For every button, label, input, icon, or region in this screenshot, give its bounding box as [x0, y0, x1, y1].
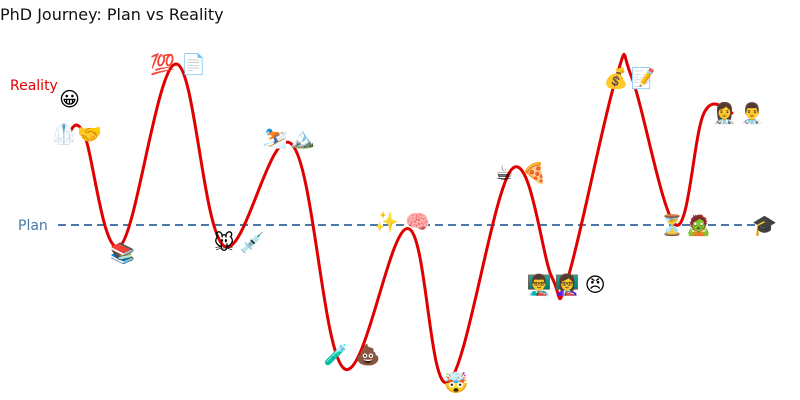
emoji-annotation-0: 😀: [59, 87, 80, 111]
emoji-annotation-14: 🤯: [444, 371, 469, 395]
emoji-annotation-12: ✨: [374, 210, 399, 234]
emoji-annotation-7: 💉: [240, 231, 265, 255]
emoji-annotation-6: 🐭: [214, 231, 235, 255]
plan-series-label: Plan: [18, 218, 48, 234]
emoji-annotation-13: 🧠: [405, 210, 430, 234]
emoji-annotation-26: 🎓: [752, 213, 777, 237]
emoji-annotation-2: 🤝: [77, 122, 102, 146]
chart-title: PhD Journey: Plan vs Reality: [0, 5, 224, 24]
emoji-annotation-15: ☕: [495, 161, 513, 185]
emoji-annotation-8: ⛷️: [263, 126, 288, 150]
emoji-annotation-17: 👨‍🏫: [527, 273, 552, 297]
reality-series-label: Reality: [10, 78, 58, 94]
emoji-annotation-25: 👨‍⚕️: [740, 101, 765, 125]
emoji-annotation-19: 😠: [585, 273, 606, 297]
emoji-annotation-5: 📄: [181, 52, 206, 76]
reality-series-line: [66, 53, 734, 385]
emoji-annotation-1: 🥼: [52, 122, 77, 146]
emoji-annotation-11: 💩: [356, 343, 381, 367]
emoji-annotation-16: 🍕: [522, 161, 547, 185]
emoji-annotation-3: 📚: [110, 241, 135, 265]
emoji-annotation-22: ⏳: [660, 213, 685, 237]
emoji-annotation-23: 🧟: [686, 213, 711, 237]
emoji-annotation-4: 💯: [150, 52, 175, 76]
emoji-annotations-layer: 😀 🥼 🤝 📚 💯 📄 🐭 💉 ⛷️ 🏔️ 🧪 💩 ✨ 🧠 🤯 ☕ 🍕 👨‍🏫 👩‍🏫 😠 💰 📝 ⏳ 🧟 👩‍⚕️ 👨‍⚕️ 🎓: [52, 52, 778, 395]
emoji-annotation-24: 👩‍⚕️: [712, 101, 737, 125]
emoji-annotation-21: 📝: [631, 66, 656, 90]
emoji-annotation-20: 💰: [604, 66, 629, 90]
emoji-annotation-18: 👩‍🏫: [555, 273, 580, 297]
emoji-annotation-10: 🧪: [324, 343, 349, 367]
emoji-annotation-9: 🏔️: [290, 126, 315, 150]
series-lines-layer: [58, 53, 762, 385]
series-labels-layer: Plan Reality: [10, 78, 58, 234]
